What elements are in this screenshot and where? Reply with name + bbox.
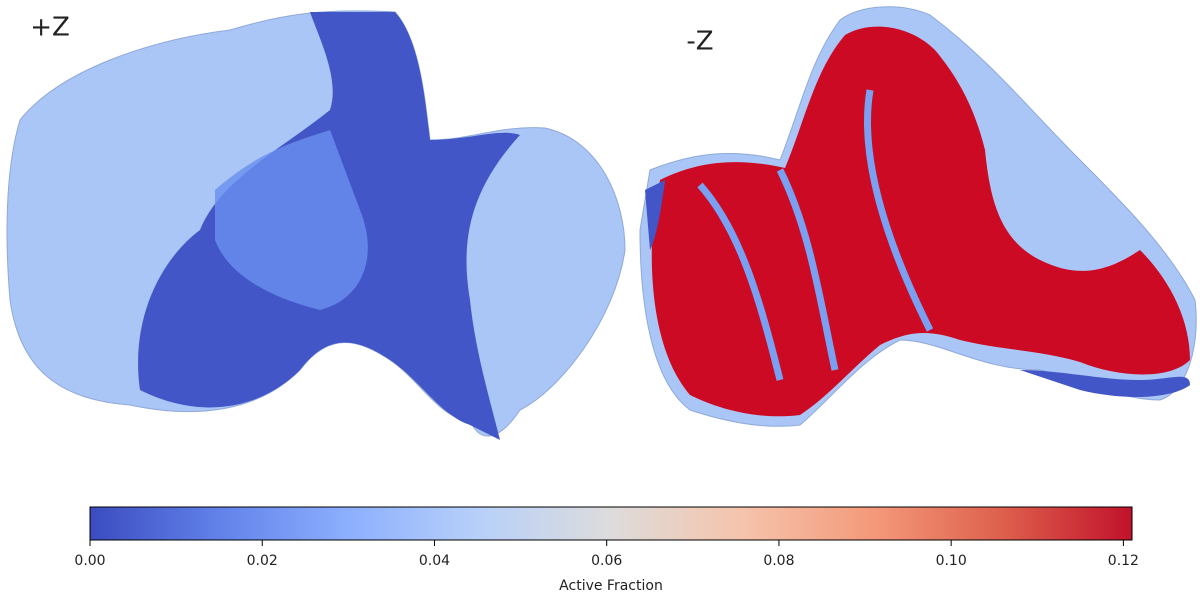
panel-label: -Z xyxy=(686,27,713,57)
panel-label: +Z xyxy=(30,13,70,43)
axis-label: Active Fraction xyxy=(559,578,663,594)
x-tick-label: 0.08 xyxy=(763,553,794,569)
boundary-band xyxy=(697,89,934,381)
x-tick-label: 0.10 xyxy=(936,553,967,569)
comet-plus-z: +Z xyxy=(6,10,626,440)
comet-minus-z: -Z xyxy=(639,6,1197,427)
x-tick-label: 0.02 xyxy=(247,553,278,569)
x-tick-label: 0.12 xyxy=(1108,553,1139,569)
mid-region xyxy=(215,130,368,310)
colorbar xyxy=(89,506,1133,541)
x-tick-label: 0.00 xyxy=(74,553,105,569)
active-region xyxy=(651,26,1190,417)
x-tick-label: 0.04 xyxy=(419,553,450,569)
x-tick-label: 0.06 xyxy=(591,553,622,569)
